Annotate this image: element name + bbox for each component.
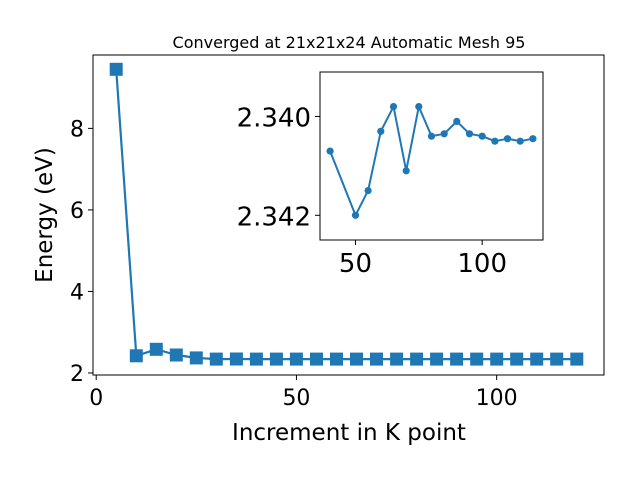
main-data-point xyxy=(370,352,383,366)
inset-data-point xyxy=(326,147,334,155)
inset-data-point xyxy=(389,103,398,111)
main-data-point xyxy=(570,352,584,366)
main-y-ticks: 2 4 6 8 xyxy=(70,117,93,387)
y-axis-label: Energy (eV) xyxy=(32,147,58,283)
inset-y-tick-label: 2.340 xyxy=(237,103,311,133)
chart-title: Converged at 21x21x24 Automatic Mesh 95 xyxy=(173,33,526,52)
main-axes-frame xyxy=(92,54,605,376)
inset-data-point xyxy=(453,117,461,125)
main-data-point xyxy=(450,352,464,366)
inset-data-point xyxy=(351,211,360,219)
inset-data-point xyxy=(491,137,499,145)
main-data-point xyxy=(510,352,524,366)
inset-data-point xyxy=(427,132,436,140)
inset-series-line xyxy=(329,105,534,217)
main-data-point xyxy=(129,349,143,363)
inset-data-point xyxy=(415,103,423,111)
inset-x-tick-label: 50 xyxy=(339,249,372,279)
main-data-point xyxy=(470,352,484,366)
y-tick-label: 2 xyxy=(70,362,84,387)
inset-y-tick-label: 2.342 xyxy=(237,202,311,232)
main-plot: 0 50 100 2 4 6 8 xyxy=(70,54,605,411)
inset-data-point xyxy=(465,130,474,138)
x-tick-label: 0 xyxy=(89,386,103,411)
main-data-point xyxy=(430,352,444,366)
x-tick-label: 50 xyxy=(282,386,310,411)
x-axis-label: Increment in K point xyxy=(232,420,466,446)
main-data-point xyxy=(269,352,283,366)
inset-data-point xyxy=(478,132,486,140)
inset-data-point xyxy=(529,135,537,143)
y-tick-label: 6 xyxy=(70,199,84,224)
main-data-point xyxy=(410,352,424,366)
inset-data-point xyxy=(377,127,385,135)
main-markers xyxy=(109,62,584,366)
main-data-point xyxy=(330,352,343,366)
main-data-point xyxy=(109,62,123,76)
inset-data-point xyxy=(364,187,372,195)
main-data-point xyxy=(209,352,223,366)
main-data-point xyxy=(550,352,564,366)
y-tick-label: 4 xyxy=(70,280,84,305)
main-data-point xyxy=(350,352,363,366)
main-data-point xyxy=(289,352,303,366)
main-data-point xyxy=(149,342,163,356)
main-x-ticks: 0 50 100 xyxy=(89,375,518,411)
main-data-point xyxy=(249,352,263,366)
inset-data-point xyxy=(440,130,448,138)
x-tick-label: 100 xyxy=(476,386,518,411)
main-data-point xyxy=(229,352,243,366)
inset-data-point xyxy=(503,135,512,143)
inset-x-ticks: 50 100 xyxy=(339,240,507,279)
main-data-point xyxy=(189,351,203,365)
inset-y-ticks: 2.340 2.342 xyxy=(237,103,320,232)
y-tick-label: 8 xyxy=(70,117,84,142)
main-data-point xyxy=(390,352,404,366)
main-data-point xyxy=(310,352,323,366)
inset-data-point xyxy=(516,137,524,145)
main-data-point xyxy=(169,348,183,362)
main-data-point xyxy=(530,352,544,366)
main-data-point xyxy=(490,352,504,366)
inset-plot: 50 100 2.340 2.342 xyxy=(237,71,544,279)
inset-x-tick-label: 100 xyxy=(457,249,507,279)
inset-data-point xyxy=(402,167,410,175)
inset-markers xyxy=(326,103,537,219)
